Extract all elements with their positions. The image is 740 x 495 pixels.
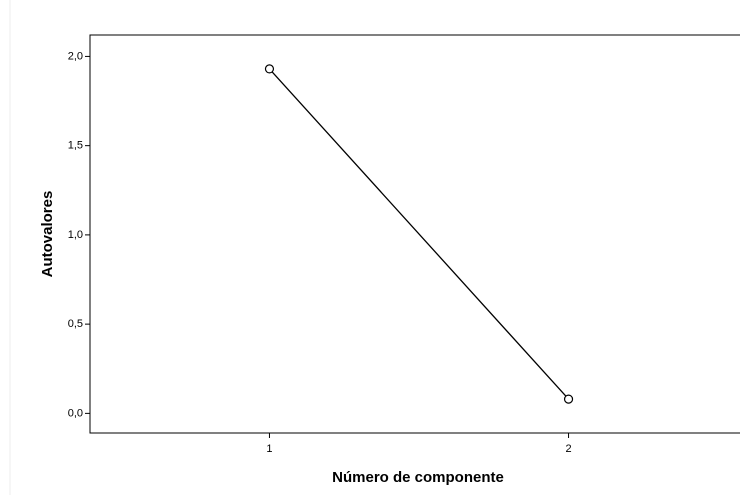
y-tick-label: 0,0 [68, 407, 83, 419]
y-axis-title: Autovalores [39, 191, 56, 278]
x-axis-title: Número de componente [332, 469, 504, 486]
x-tick-label: 1 [266, 443, 272, 455]
y-tick-label: 2,0 [68, 50, 83, 62]
x-tick-label: 2 [565, 443, 571, 455]
y-tick-label: 0,5 [68, 318, 83, 330]
point-marker [563, 394, 574, 404]
y-tick-label: 1,0 [68, 229, 83, 241]
series-line [268, 68, 570, 400]
point-marker [264, 64, 275, 74]
y-tick-label: 1,5 [68, 140, 83, 152]
plot-frame [89, 34, 740, 434]
